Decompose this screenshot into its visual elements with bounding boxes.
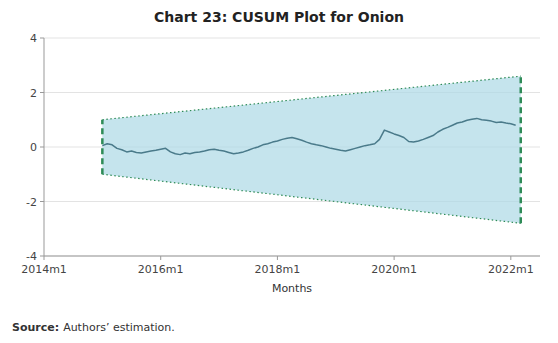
tick (44, 256, 45, 260)
plot-area (102, 76, 520, 223)
cusum-line (102, 118, 515, 154)
x-axis-label: Months (272, 282, 312, 295)
band-upper-boundary (102, 76, 520, 120)
tick-label: 0 (30, 141, 37, 154)
tick (394, 256, 395, 260)
y-axis: -4 -2 0 2 4 (26, 32, 540, 263)
tick (40, 256, 44, 257)
tick-label: -4 (26, 250, 37, 263)
tick-label: 2016m1 (138, 263, 184, 276)
band-edge (519, 76, 522, 223)
tick (40, 92, 44, 93)
background (0, 0, 558, 343)
grid-line (44, 38, 540, 39)
band-lower-boundary (102, 174, 520, 223)
tick-label: 2022m1 (488, 263, 534, 276)
y-axis-line (44, 38, 45, 256)
source-note: Source: Authors’ estimation. (12, 321, 175, 334)
x-axis: 2014m1 2016m1 2018m1 2020m1 2022m1 (21, 256, 534, 276)
tick (40, 38, 44, 39)
band (102, 76, 520, 223)
grid-line (44, 256, 540, 257)
tick-label: 2020m1 (371, 263, 417, 276)
band-edge (101, 120, 104, 175)
tick-label: 2014m1 (21, 263, 67, 276)
tick (277, 256, 278, 260)
tick (510, 256, 511, 260)
source-text: Authors’ estimation. (63, 321, 175, 334)
tick (40, 147, 44, 148)
tick-label: 2 (30, 87, 37, 100)
tick-label: -2 (26, 196, 37, 209)
x-axis-line (44, 256, 540, 257)
tick (40, 201, 44, 202)
chart: Chart 23: CUSUM Plot for Onion -4 -2 0 2 4 201… (0, 0, 558, 343)
tick-label: 2018m1 (255, 263, 301, 276)
tick (160, 256, 161, 260)
title: Chart 23: CUSUM Plot for Onion (154, 9, 404, 25)
source-label: Source: (12, 321, 59, 334)
tick-label: 4 (30, 32, 37, 45)
